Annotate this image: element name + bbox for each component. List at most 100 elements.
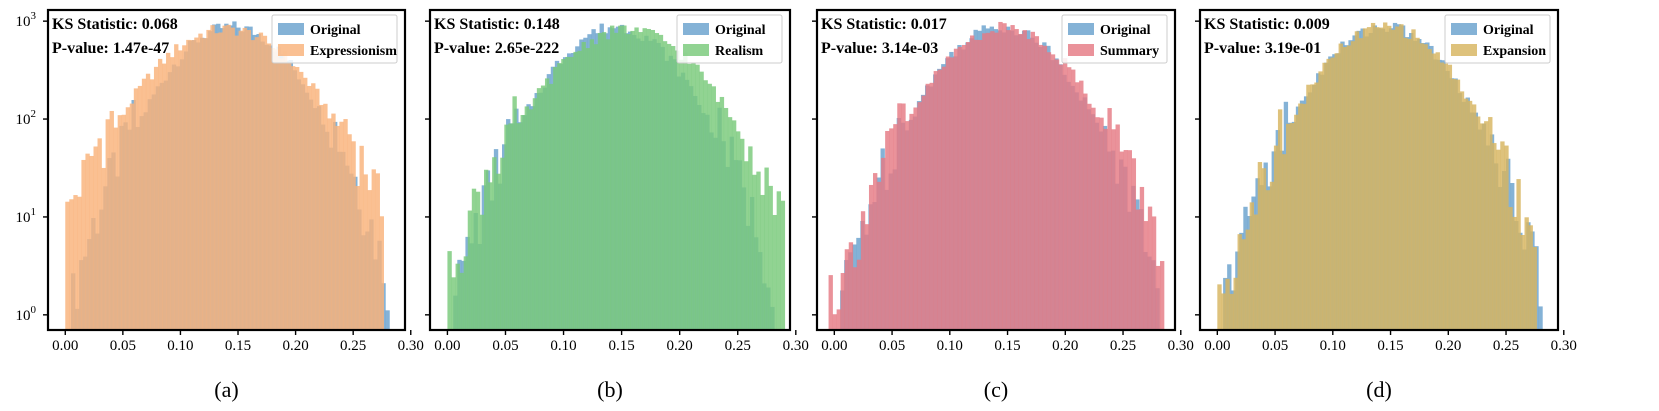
- histogram-bar: [544, 78, 550, 330]
- histogram-bar: [634, 27, 639, 330]
- histogram-bar: [347, 134, 352, 330]
- histogram-bar: [198, 33, 203, 330]
- histogram-bar: [479, 214, 485, 330]
- series-realism-bars: [447, 25, 786, 330]
- histogram-bar: [339, 121, 344, 330]
- histogram-bar: [828, 275, 833, 330]
- histogram-bar: [748, 146, 753, 330]
- histogram-bar: [601, 32, 607, 330]
- histogram-bar: [157, 58, 163, 330]
- histogram-bar: [1366, 27, 1372, 330]
- histogram-bar: [1338, 43, 1343, 330]
- histogram-bar: [646, 28, 651, 330]
- histogram-bar: [990, 31, 995, 330]
- histogram-bar: [1083, 93, 1088, 330]
- histogram-bar: [496, 173, 501, 330]
- histogram-bar: [1512, 216, 1517, 330]
- histogram-bar: [516, 123, 521, 330]
- histogram-bar: [178, 50, 183, 330]
- histogram-bar: [1026, 39, 1031, 330]
- histogram-bar: [844, 249, 850, 330]
- histogram-bar: [65, 201, 70, 330]
- histogram-bar: [234, 35, 239, 330]
- legend: Original Summary: [1061, 14, 1168, 64]
- histogram-bar: [117, 115, 122, 330]
- histogram-bar: [856, 259, 862, 330]
- histogram-bar: [1277, 109, 1283, 330]
- histogram-bar: [129, 103, 135, 330]
- histogram-bar: [675, 50, 680, 330]
- series-summary-bars: [828, 21, 1165, 330]
- histogram-bar: [832, 314, 837, 330]
- histogram-bar: [355, 186, 360, 330]
- histogram-bar: [622, 25, 627, 330]
- histogram-bar: [666, 43, 672, 330]
- x-tick-label: 0.05: [110, 338, 136, 354]
- histogram-bar: [1139, 186, 1145, 330]
- histogram-bar: [683, 52, 688, 330]
- histogram-bar: [202, 38, 207, 330]
- histogram-bar: [532, 98, 538, 330]
- histogram-bar: [137, 85, 143, 330]
- histogram-bar: [1261, 168, 1267, 330]
- histogram-bar: [929, 82, 934, 330]
- histogram-bar: [1354, 31, 1360, 330]
- x-tick-label: 0.25: [1110, 338, 1136, 354]
- histogram-bar: [1411, 29, 1416, 330]
- histogram-bar: [780, 200, 786, 330]
- ks-annotation: KS Statistic: 0.009: [1204, 16, 1330, 33]
- histogram-bar: [379, 216, 384, 330]
- histogram-bar: [540, 85, 546, 330]
- x-tick-label: 0.25: [340, 338, 366, 354]
- histogram-bar: [909, 113, 914, 330]
- histogram-bar: [1265, 190, 1271, 330]
- legend-label: Original: [715, 23, 766, 38]
- histogram-bar: [1245, 229, 1250, 330]
- histogram-bar: [290, 66, 296, 330]
- x-tick-label: 0.10: [167, 338, 193, 354]
- histogram-bar: [1504, 145, 1509, 330]
- histogram-bar: [1391, 29, 1396, 330]
- histogram-bar: [553, 66, 558, 330]
- histogram-bar: [1221, 293, 1226, 330]
- histogram-bar: [885, 130, 890, 330]
- histogram-bar: [1143, 221, 1149, 330]
- histogram-bar: [1054, 59, 1060, 330]
- histogram-panel-2: 0.00 0.05 0.10 0.15 0.20 0.25 0.30 KS Statistic…: [425, 8, 809, 402]
- y-tick-label: 103: [16, 10, 37, 30]
- histogram-bar: [994, 32, 999, 330]
- histogram-bar: [1306, 84, 1311, 330]
- histogram-bar: [182, 45, 187, 330]
- legend-label: Original: [1483, 23, 1534, 38]
- histogram-bar: [459, 272, 464, 330]
- x-tick-label: 0.20: [1052, 338, 1078, 354]
- histogram-bar: [295, 66, 300, 330]
- histogram-bar: [1071, 69, 1076, 330]
- histogram-bar: [970, 35, 975, 330]
- histogram-bar: [162, 63, 167, 330]
- histogram-bar: [703, 80, 708, 330]
- histogram-bar: [868, 184, 874, 330]
- histogram-bar: [371, 169, 376, 330]
- histogram-bar: [699, 71, 704, 330]
- histogram-bar: [913, 107, 918, 330]
- histogram-bar: [1241, 239, 1246, 330]
- histogram-bar: [1492, 143, 1497, 330]
- histogram-bar: [1435, 52, 1440, 330]
- histogram-bar: [953, 48, 959, 330]
- histogram-bar: [836, 309, 841, 330]
- histogram-bar: [1350, 41, 1356, 330]
- histogram-bar: [315, 88, 320, 330]
- histogram-bar: [1407, 38, 1412, 330]
- histogram-bar: [1439, 62, 1444, 330]
- histogram-bar: [238, 30, 243, 330]
- histogram-bar: [1010, 25, 1015, 330]
- histogram-bar: [1123, 150, 1128, 330]
- x-tick-label: 0.10: [1320, 338, 1346, 354]
- histogram-bar: [1131, 158, 1137, 330]
- histogram-bar: [626, 34, 631, 330]
- histogram-bar: [998, 21, 1003, 330]
- histogram-bar: [270, 48, 276, 330]
- histogram-bar: [471, 188, 477, 330]
- histogram-bar: [1237, 234, 1242, 330]
